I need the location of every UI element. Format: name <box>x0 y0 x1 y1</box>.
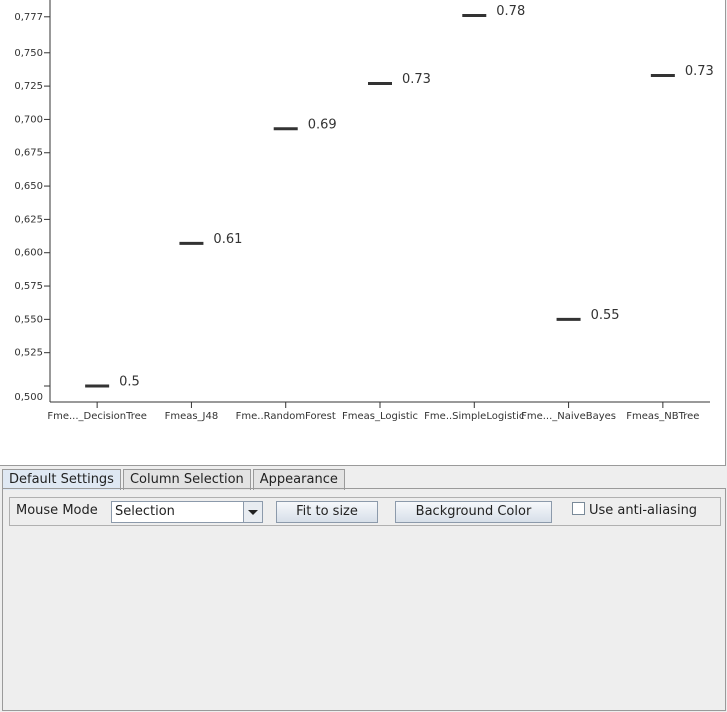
x-tick-label: Fme..RandomForest <box>236 411 336 422</box>
x-tick-label: Fme..SimpleLogistic <box>424 411 524 422</box>
value-label: 0.69 <box>308 117 337 132</box>
dropdown-arrow <box>243 502 262 522</box>
x-tick-label: Fme..._NaiveBayes <box>521 411 616 422</box>
value-label: 0.61 <box>213 232 242 247</box>
checkbox-box <box>572 502 585 515</box>
x-tick-label: Fmeas_Logistic <box>342 411 418 422</box>
x-tick-label: Fmeas_NBTree <box>626 411 699 422</box>
value-label: 0.5 <box>119 375 140 390</box>
y-tick-label: 0,700 <box>14 114 43 125</box>
value-label: 0.73 <box>402 72 431 87</box>
y-tick-label: 0,777 <box>14 12 43 23</box>
value-label: 0.73 <box>685 64 714 79</box>
y-tick-label: 0,750 <box>14 48 43 59</box>
button[interactable]: Background Color <box>395 501 552 523</box>
x-tick-label: Fme..._DecisionTree <box>47 411 147 422</box>
y-tick-label: 0,550 <box>14 314 43 325</box>
dropdown-value: Selection <box>115 504 175 519</box>
y-tick-label: 0,525 <box>14 348 43 359</box>
y-tick-label: 0,675 <box>14 148 43 159</box>
value-label: 0.78 <box>496 4 525 19</box>
value-label: 0.55 <box>591 308 620 323</box>
tab-bar: Default Settings Column Selection Appear… <box>2 469 347 490</box>
y-tick-label: 0,625 <box>14 214 43 225</box>
x-tick-label: Fmeas_J48 <box>165 411 219 422</box>
plot-panel: 0,500 0,525 0,550 0,575 0,600 0,625 0,650 0,675… <box>0 0 726 466</box>
tab[interactable]: Column Selection <box>122 469 251 490</box>
button[interactable]: Fit to size <box>276 501 378 523</box>
label: Mouse Mode <box>16 503 98 518</box>
checkbox-label: Use anti-aliasing <box>589 503 698 518</box>
tab[interactable]: Appearance <box>252 469 345 490</box>
tab[interactable]: Default Settings <box>2 469 121 490</box>
y-tick-label: 0,575 <box>14 281 43 292</box>
chart: 0,500 0,525 0,550 0,575 0,600 0,625 0,650 0,675… <box>14 0 714 422</box>
checkbox[interactable]: Use anti-aliasing <box>572 501 697 521</box>
dropdown[interactable]: Selection <box>111 501 263 523</box>
y-tick-label: 0,650 <box>14 181 43 192</box>
y-tick-label: 0,600 <box>14 248 43 259</box>
toolbar: Mouse Mode Selection Fit to size Backgro… <box>9 497 721 526</box>
y-tick-label: 0,725 <box>14 81 43 92</box>
y-tick-label: 0,500 <box>14 392 43 403</box>
settings-panel: Mouse Mode Selection Fit to size Backgro… <box>2 488 726 711</box>
